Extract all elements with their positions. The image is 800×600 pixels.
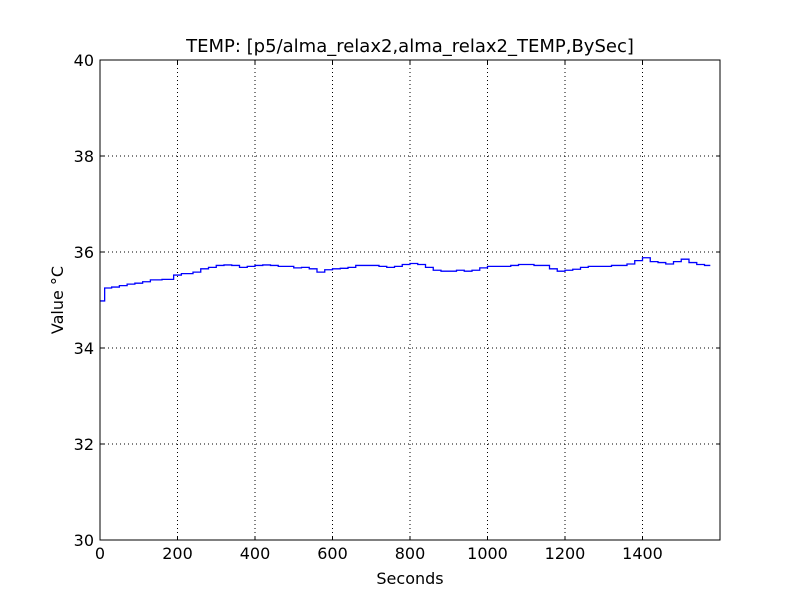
y-tick-label: 32: [74, 435, 94, 454]
temperature-series-line: [100, 257, 711, 302]
y-tick-label: 30: [74, 531, 94, 550]
series-layer: [100, 257, 711, 302]
x-tick-label: 600: [317, 544, 348, 563]
x-tick-label: 1000: [467, 544, 508, 563]
y-axis-label: Value °C: [48, 266, 67, 334]
y-tick-label: 34: [74, 339, 94, 358]
y-tick-label: 38: [74, 147, 94, 166]
y-tick-label: 40: [74, 51, 94, 70]
chart-title: TEMP: [p5/alma_relax2,alma_relax2_TEMP,B…: [185, 36, 634, 57]
x-axis-label: Seconds: [376, 569, 443, 588]
x-tick-label: 1400: [622, 544, 663, 563]
x-tick-label: 800: [395, 544, 426, 563]
x-tick-label: 400: [240, 544, 271, 563]
x-tick-label: 1200: [545, 544, 586, 563]
ticks-layer: 0 200 400 600 800 1000 1200 1400 30 32 34 36 38 40: [74, 51, 720, 563]
y-tick-label: 36: [74, 243, 94, 262]
x-tick-label: 200: [162, 544, 193, 563]
x-tick-label: 0: [95, 544, 105, 563]
